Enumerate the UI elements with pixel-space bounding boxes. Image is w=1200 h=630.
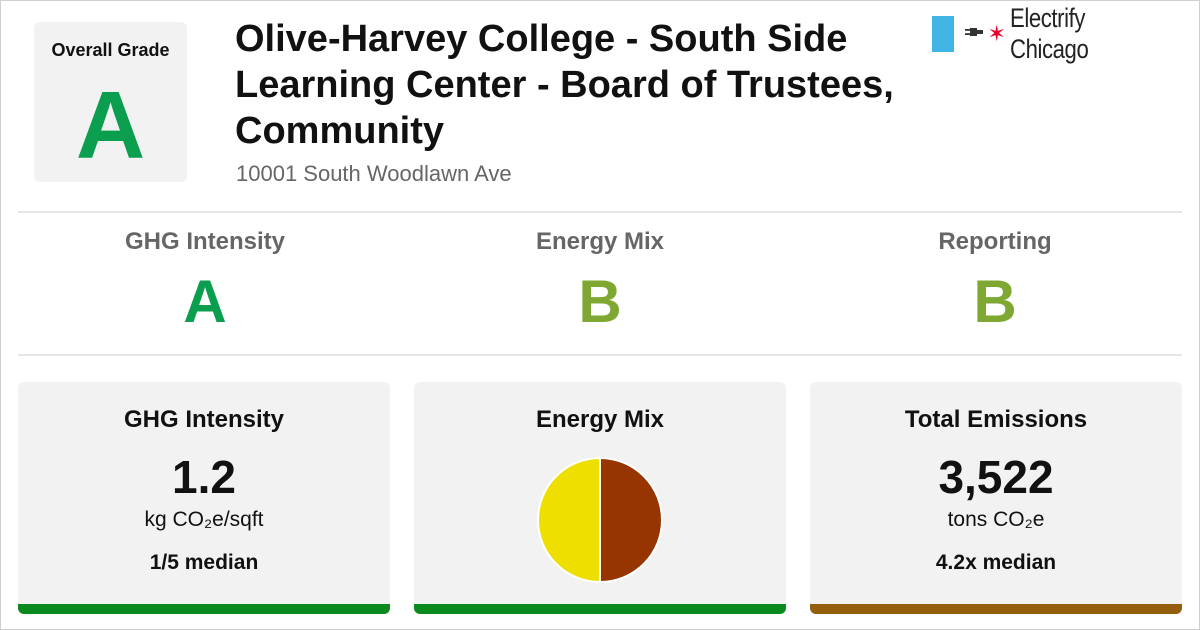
grade-letter: B bbox=[578, 268, 622, 335]
card-title: Energy Mix bbox=[535, 406, 665, 433]
divider-top bbox=[18, 211, 1182, 213]
energy-mix-pie-chart bbox=[537, 456, 663, 584]
grade-reporting: Reporting B bbox=[805, 228, 1185, 332]
total-emissions-value: 3,522 bbox=[938, 451, 1054, 503]
card-title: Total Emissions bbox=[904, 406, 1088, 433]
grade-letter: A bbox=[183, 268, 227, 335]
pie-slice-0 bbox=[537, 456, 601, 584]
overall-grade-label: Overall Grade bbox=[51, 40, 170, 60]
total-emissions-median: 4.2x median bbox=[935, 551, 1057, 574]
card-title: GHG Intensity bbox=[123, 406, 285, 433]
ghg-intensity-median: 1/5 median bbox=[149, 551, 259, 574]
logo-text: Electrify Chicago bbox=[1009, 3, 1089, 64]
ghg-intensity-unit: kg CO₂e/sqft bbox=[144, 508, 264, 531]
overall-grade-box: Overall Grade A bbox=[34, 22, 187, 182]
divider-middle bbox=[18, 354, 1182, 356]
energy-mix-bar bbox=[414, 604, 786, 614]
grade-energy-mix: Energy Mix B bbox=[410, 228, 790, 332]
grade-label: GHG Intensity bbox=[124, 228, 286, 255]
grade-label: Reporting bbox=[938, 228, 1052, 255]
total-emissions-card: Total Emissions 3,522 tons CO₂e 4.2x med… bbox=[810, 382, 1182, 614]
ghg-intensity-value: 1.2 bbox=[172, 451, 236, 503]
ghg-intensity-bar bbox=[18, 604, 390, 614]
building-name: Olive-Harvey College - South Side Learni… bbox=[235, 18, 894, 152]
chicago-flag-icon bbox=[932, 16, 954, 52]
building-address: 10001 South Woodlawn Ave bbox=[236, 161, 512, 186]
pie-slice-1 bbox=[599, 456, 663, 584]
total-emissions-unit: tons CO₂e bbox=[947, 508, 1045, 531]
grade-letter: B bbox=[973, 268, 1017, 335]
plug-icon bbox=[962, 25, 984, 44]
grade-ghg-intensity: GHG Intensity A bbox=[15, 228, 395, 332]
energy-mix-card: Energy Mix bbox=[414, 382, 786, 614]
electrify-chicago-logo: ✶ Electrify Chicago bbox=[932, 3, 1200, 64]
grade-label: Energy Mix bbox=[535, 228, 665, 255]
ghg-intensity-card: GHG Intensity 1.2 kg CO₂e/sqft 1/5 media… bbox=[18, 382, 390, 614]
overall-grade-letter: A bbox=[75, 72, 146, 179]
chicago-star-icon: ✶ bbox=[987, 21, 1006, 46]
total-emissions-bar bbox=[810, 604, 1182, 614]
